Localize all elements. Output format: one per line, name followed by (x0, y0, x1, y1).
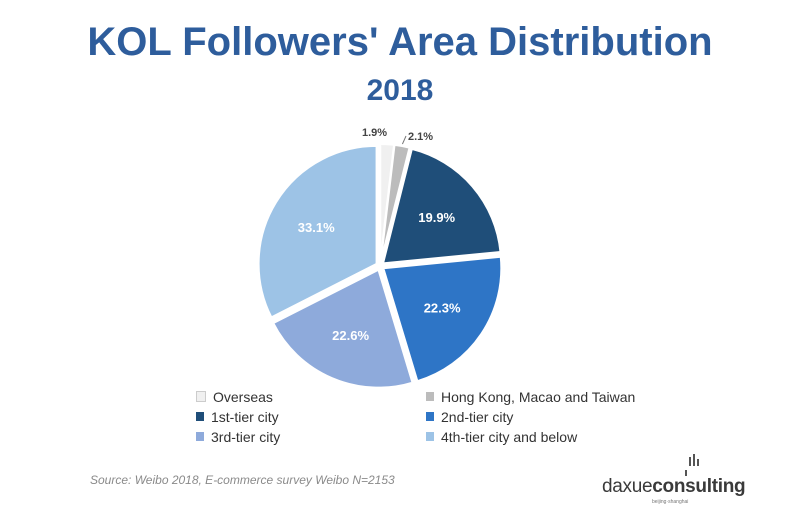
legend-label: 1st-tier city (211, 408, 279, 425)
legend-label: 3rd-tier city (211, 428, 281, 445)
slice-label-5: 33.1% (298, 220, 335, 235)
slice-label-4: 22.6% (332, 328, 369, 343)
chart-subtitle: 2018 (366, 74, 434, 107)
chart-legend: Overseas Hong Kong, Macao and Taiwan 1st-t… (196, 388, 636, 445)
legend-item-0: Overseas (196, 388, 426, 405)
legend-item-2: 1st-tier city (196, 408, 426, 425)
slice-label-3: 22.3% (424, 301, 461, 316)
legend-item-1: Hong Kong, Macao and Taiwan (426, 388, 636, 405)
legend-label: 4th-tier city and below (441, 428, 578, 445)
legend-swatch (426, 392, 434, 401)
logo-tagline: beijing·shanghai (652, 499, 689, 505)
legend-swatch (426, 432, 434, 441)
legend-swatch (196, 432, 204, 441)
legend-swatch (426, 412, 434, 421)
legend-label: 2nd-tier city (441, 408, 514, 425)
legend-swatch (196, 412, 204, 421)
slice-label-1: 2.1% (408, 131, 433, 143)
logo-text: daxueconsulting (602, 476, 746, 497)
legend-item-5: 4th-tier city and below (426, 428, 636, 445)
pie-chart: 1.9% 2.1% 19.9% 22.3% 22.6% 33.1% (257, 127, 503, 389)
slice-label-0: 1.9% (362, 127, 387, 139)
pie-slice-4 (271, 268, 414, 389)
chart-title: KOL Followers' Area Distribution (87, 20, 713, 64)
leader-line (401, 135, 407, 145)
legend-label: Overseas (213, 388, 273, 405)
pie-slice-2 (381, 147, 502, 265)
slice-label-2: 19.9% (418, 210, 455, 225)
legend-label: Hong Kong, Macao and Taiwan (441, 388, 636, 405)
legend-item-4: 3rd-tier city (196, 428, 426, 445)
pie-slice-1 (379, 143, 411, 263)
legend-item-3: 2nd-tier city (426, 408, 636, 425)
pie-slice-3 (382, 255, 503, 383)
source-note: Source: Weibo 2018, E-commerce survey We… (90, 473, 395, 487)
pie-slice-5 (257, 144, 378, 319)
legend-swatch (196, 391, 206, 402)
